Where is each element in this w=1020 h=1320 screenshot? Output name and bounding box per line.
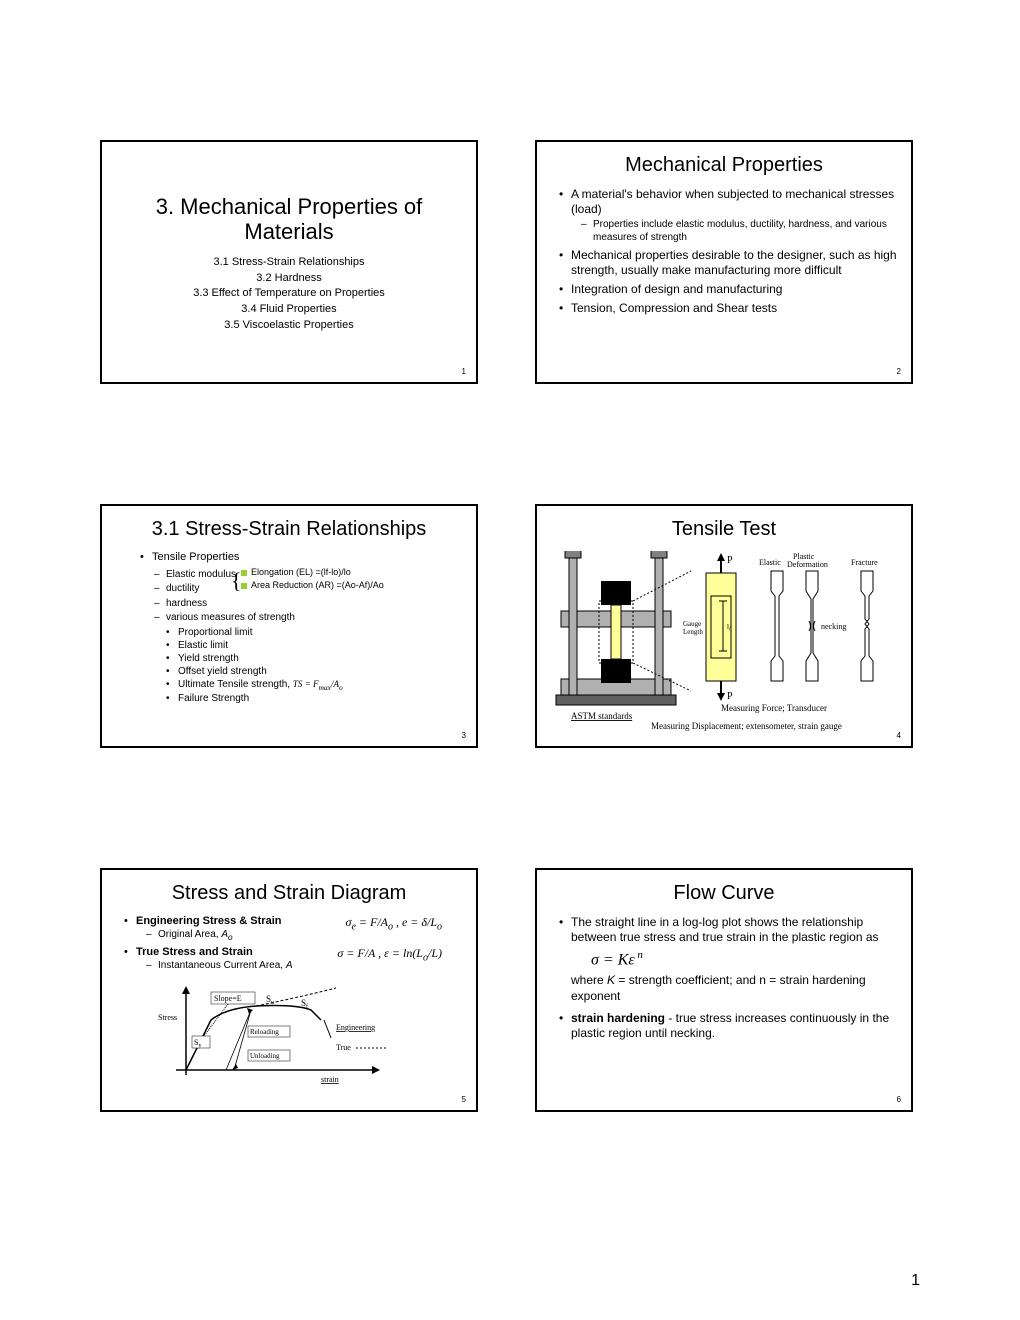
sub-item: Proportional limit (166, 627, 462, 639)
bullet-text: A material's behavior when subjected to … (571, 187, 894, 216)
green-square-icon (241, 583, 247, 589)
page-number: 1 (911, 1272, 920, 1290)
bullet: Tensile Properties (140, 551, 462, 565)
sub-item: Yield strength (166, 653, 462, 665)
sub-item: Offset yield strength (166, 666, 462, 678)
bullet: Mechanical properties desirable to the d… (559, 248, 897, 278)
svg-text:Gauge: Gauge (683, 620, 701, 628)
toc-item: 3.3 Effect of Temperature on Properties (116, 286, 462, 302)
sub-item: Failure Strength (166, 693, 462, 705)
sub-item: Elastic limit (166, 640, 462, 652)
toc-item: 3.1 Stress-Strain Relationships (116, 255, 462, 271)
el-label: Elongation (EL) =(lf-lo)/lo (251, 567, 351, 577)
bullet: Tension, Compression and Shear tests (559, 301, 897, 316)
sub: Instantaneous Current Area, A (146, 960, 462, 973)
toc-item: 3.5 Viscoelastic Properties (116, 318, 462, 334)
svg-text:ASTM standards: ASTM standards (571, 711, 633, 721)
slide-title: Tensile Test (551, 518, 897, 541)
svg-text:Stress: Stress (158, 1013, 177, 1022)
tensile-test-diagram: P P Gauge Length l₀ Elastic (551, 551, 901, 731)
ar-label: Area Reduction (AR) =(Ao-Af)/Ao (251, 580, 384, 590)
slide-5: Stress and Strain Diagram Engineering St… (100, 868, 478, 1112)
slide-title: 3.1 Stress-Strain Relationships (116, 518, 462, 541)
slide-number: 5 (462, 1095, 466, 1104)
p-label: P (727, 691, 733, 702)
ts-formula: TS = Fmax/Ao (293, 679, 343, 689)
svg-text:True: True (336, 1043, 351, 1052)
svg-text:Reloading: Reloading (250, 1028, 279, 1036)
slide-grid: 3. Mechanical Properties of Materials 3.… (100, 140, 920, 1112)
green-square-icon (241, 570, 247, 576)
slide-toc: 3.1 Stress-Strain Relationships 3.2 Hard… (116, 255, 462, 335)
toc-item: 3.4 Fluid Properties (116, 302, 462, 318)
bullet: strain hardening - true stress increases… (559, 1011, 897, 1041)
svg-text:strain: strain (321, 1075, 339, 1084)
slide-title: 3. Mechanical Properties of Materials (116, 194, 462, 245)
slide-6: Flow Curve The straight line in a log-lo… (535, 868, 913, 1112)
bullet: Integration of design and manufacturing (559, 282, 897, 297)
svg-text:Length: Length (683, 628, 703, 636)
p-label: P (727, 555, 733, 566)
slide-3: 3.1 Stress-Strain Relationships Tensile … (100, 504, 478, 748)
slide-title: Stress and Strain Diagram (116, 882, 462, 905)
slide-2: Mechanical Properties A material's behav… (535, 140, 913, 384)
bullet: The straight line in a log-log plot show… (559, 915, 897, 945)
brace-group: { Elongation (EL) =(lf-lo)/lo Area Reduc… (241, 567, 384, 590)
slide-4: Tensile Test (535, 504, 913, 748)
flow-equation: σ = Kε n (591, 949, 897, 969)
svg-text:Slope=E: Slope=E (214, 994, 242, 1003)
bullet: A material's behavior when subjected to … (559, 187, 897, 244)
stress-strain-diagram: Stress strain Slope=E Sy Su Sf (156, 980, 436, 1090)
slide-number: 1 (462, 367, 466, 376)
bullet: Engineering Stress & Strain σe = F/Ao , … (124, 915, 462, 942)
slide-number: 4 (897, 731, 901, 740)
sub-item: Ultimate Tensile strength, TS = Fmax/Ao (166, 679, 462, 692)
slide-number: 3 (462, 731, 466, 740)
slide-title: Mechanical Properties (551, 154, 897, 177)
page: 3. Mechanical Properties of Materials 3.… (0, 0, 1020, 1320)
slide-number: 6 (897, 1095, 901, 1104)
dash-item: hardness (154, 598, 462, 611)
bullet: True Stress and Strain σ = F/A , ε = ln(… (124, 946, 462, 972)
slide-title: Flow Curve (551, 882, 897, 905)
svg-text:Engineering: Engineering (336, 1023, 375, 1032)
svg-text:necking: necking (821, 622, 846, 631)
eq-desc: where K = strength coefficient; and n = … (571, 973, 897, 1004)
svg-text:Elastic: Elastic (759, 558, 781, 567)
slide-1: 3. Mechanical Properties of Materials 3.… (100, 140, 478, 384)
svg-text:Fracture: Fracture (851, 558, 878, 567)
svg-text:Deformation: Deformation (787, 560, 828, 569)
toc-item: 3.2 Hardness (116, 271, 462, 287)
sub: Original Area, Ao (146, 929, 462, 942)
svg-text:l₀: l₀ (727, 623, 732, 631)
svg-text:Measuring Displacement; extens: Measuring Displacement; extensometer, st… (651, 721, 842, 731)
svg-text:Measuring Force; Transducer: Measuring Force; Transducer (721, 703, 827, 713)
svg-text:Unloading: Unloading (250, 1052, 280, 1060)
slide-number: 2 (897, 367, 901, 376)
dash-item: various measures of strength (154, 612, 462, 625)
sub-bullet: Properties include elastic modulus, duct… (581, 219, 897, 244)
